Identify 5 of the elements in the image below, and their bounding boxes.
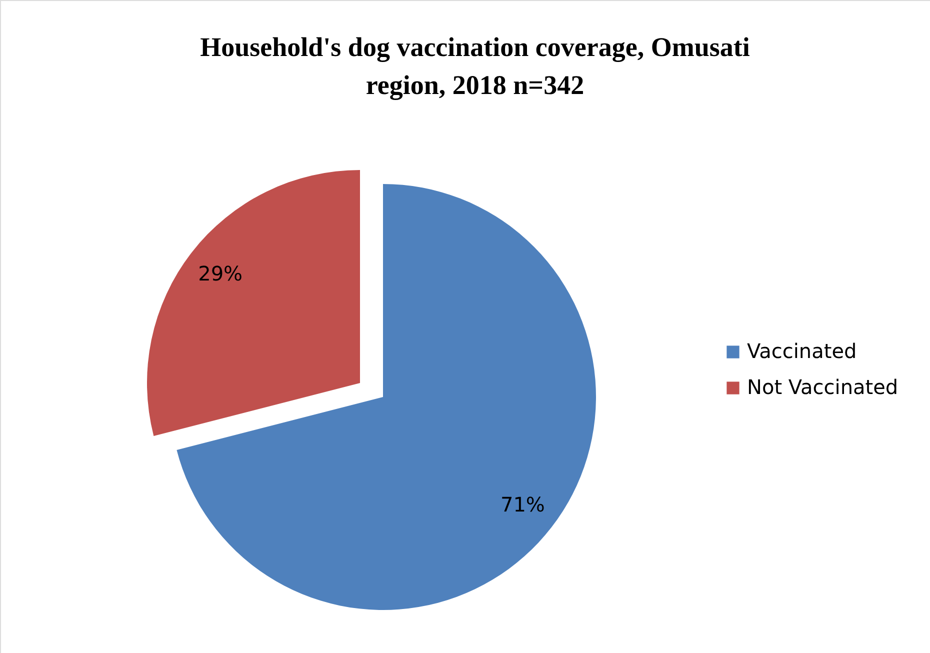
legend-label: Not Vaccinated [747,375,898,399]
legend-label: Vaccinated [747,339,857,363]
chart-title: Household's dog vaccination coverage, Omusati region, 2018 n=342 [200,32,750,100]
data-label: 29% [198,262,243,286]
data-label: 71% [500,492,545,516]
